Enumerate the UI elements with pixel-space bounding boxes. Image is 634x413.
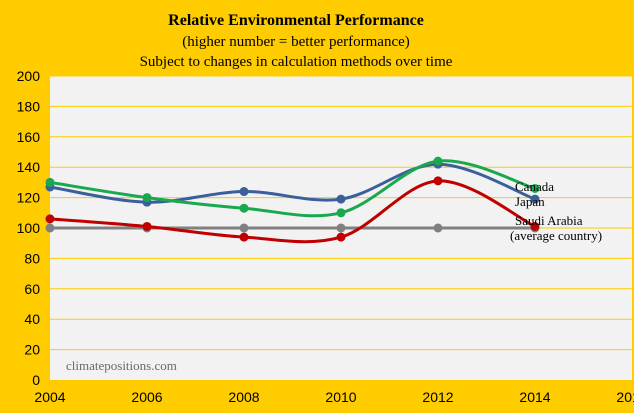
data-point-canada <box>530 183 540 193</box>
y-tick-label: 0 <box>32 372 40 388</box>
x-tick-label: 2016 <box>616 389 634 405</box>
y-tick-label: 120 <box>17 190 41 206</box>
data-point-japan <box>239 187 249 197</box>
y-tick-label: 40 <box>24 311 40 327</box>
x-tick-label: 2014 <box>519 389 550 405</box>
x-tick-label: 2012 <box>422 389 453 405</box>
data-point-canada <box>433 156 443 166</box>
series-layer <box>45 156 540 244</box>
data-point-canada <box>142 193 152 203</box>
data-point-saudi-arabia <box>142 221 152 231</box>
y-tick-label: 200 <box>17 68 41 84</box>
data-point-saudi-arabia <box>433 176 443 186</box>
y-axis-ticks: 0 20 40 60 80 100 120 140 160 180 200 <box>17 68 41 388</box>
series-label-canada: Canada <box>515 179 554 194</box>
data-point-saudi-arabia <box>336 232 346 242</box>
data-point-saudi-arabia <box>45 214 55 224</box>
data-point-canada <box>45 177 55 187</box>
series-label-average-country: (average country) <box>510 228 602 243</box>
y-tick-label: 100 <box>17 220 41 236</box>
series-line-saudi-arabia <box>49 179 536 244</box>
series-line-japan <box>49 162 536 204</box>
x-axis-ticks: 2004 2006 2008 2010 2012 2014 2016 <box>34 389 634 405</box>
data-point-average <box>336 223 346 233</box>
chart-subtitle-line-2: Subject to changes in calculation method… <box>140 54 453 70</box>
x-tick-label: 2010 <box>325 389 356 405</box>
data-point-average <box>45 223 55 233</box>
series-label-saudi-arabia: Saudi Arabia <box>515 213 583 228</box>
data-point-canada <box>336 208 346 218</box>
watermark: climatepositions.com <box>66 358 177 373</box>
data-point-saudi-arabia <box>530 221 540 231</box>
series-labels: Canada Japan Saudi Arabia (average count… <box>510 179 602 243</box>
series-line-canada <box>49 159 536 218</box>
data-point-japan <box>530 194 540 204</box>
y-tick-label: 20 <box>24 342 40 358</box>
y-tick-label: 80 <box>24 250 40 266</box>
data-point-average <box>433 223 443 233</box>
data-point-japan <box>336 194 346 204</box>
series-label-japan: Japan <box>515 194 545 209</box>
x-tick-label: 2008 <box>228 389 259 405</box>
y-tick-label: 160 <box>17 129 41 145</box>
data-point-canada <box>239 203 249 213</box>
data-point-average <box>239 223 249 233</box>
chart-title: Relative Environmental Performance <box>168 12 424 29</box>
y-tick-label: 140 <box>17 159 41 175</box>
x-tick-label: 2004 <box>34 389 65 405</box>
chart-subtitle-line-1: (higher number = better performance) <box>182 34 410 50</box>
data-point-saudi-arabia <box>239 232 249 242</box>
y-tick-label: 60 <box>24 281 40 297</box>
y-tick-label: 180 <box>17 98 41 114</box>
x-tick-label: 2006 <box>131 389 162 405</box>
